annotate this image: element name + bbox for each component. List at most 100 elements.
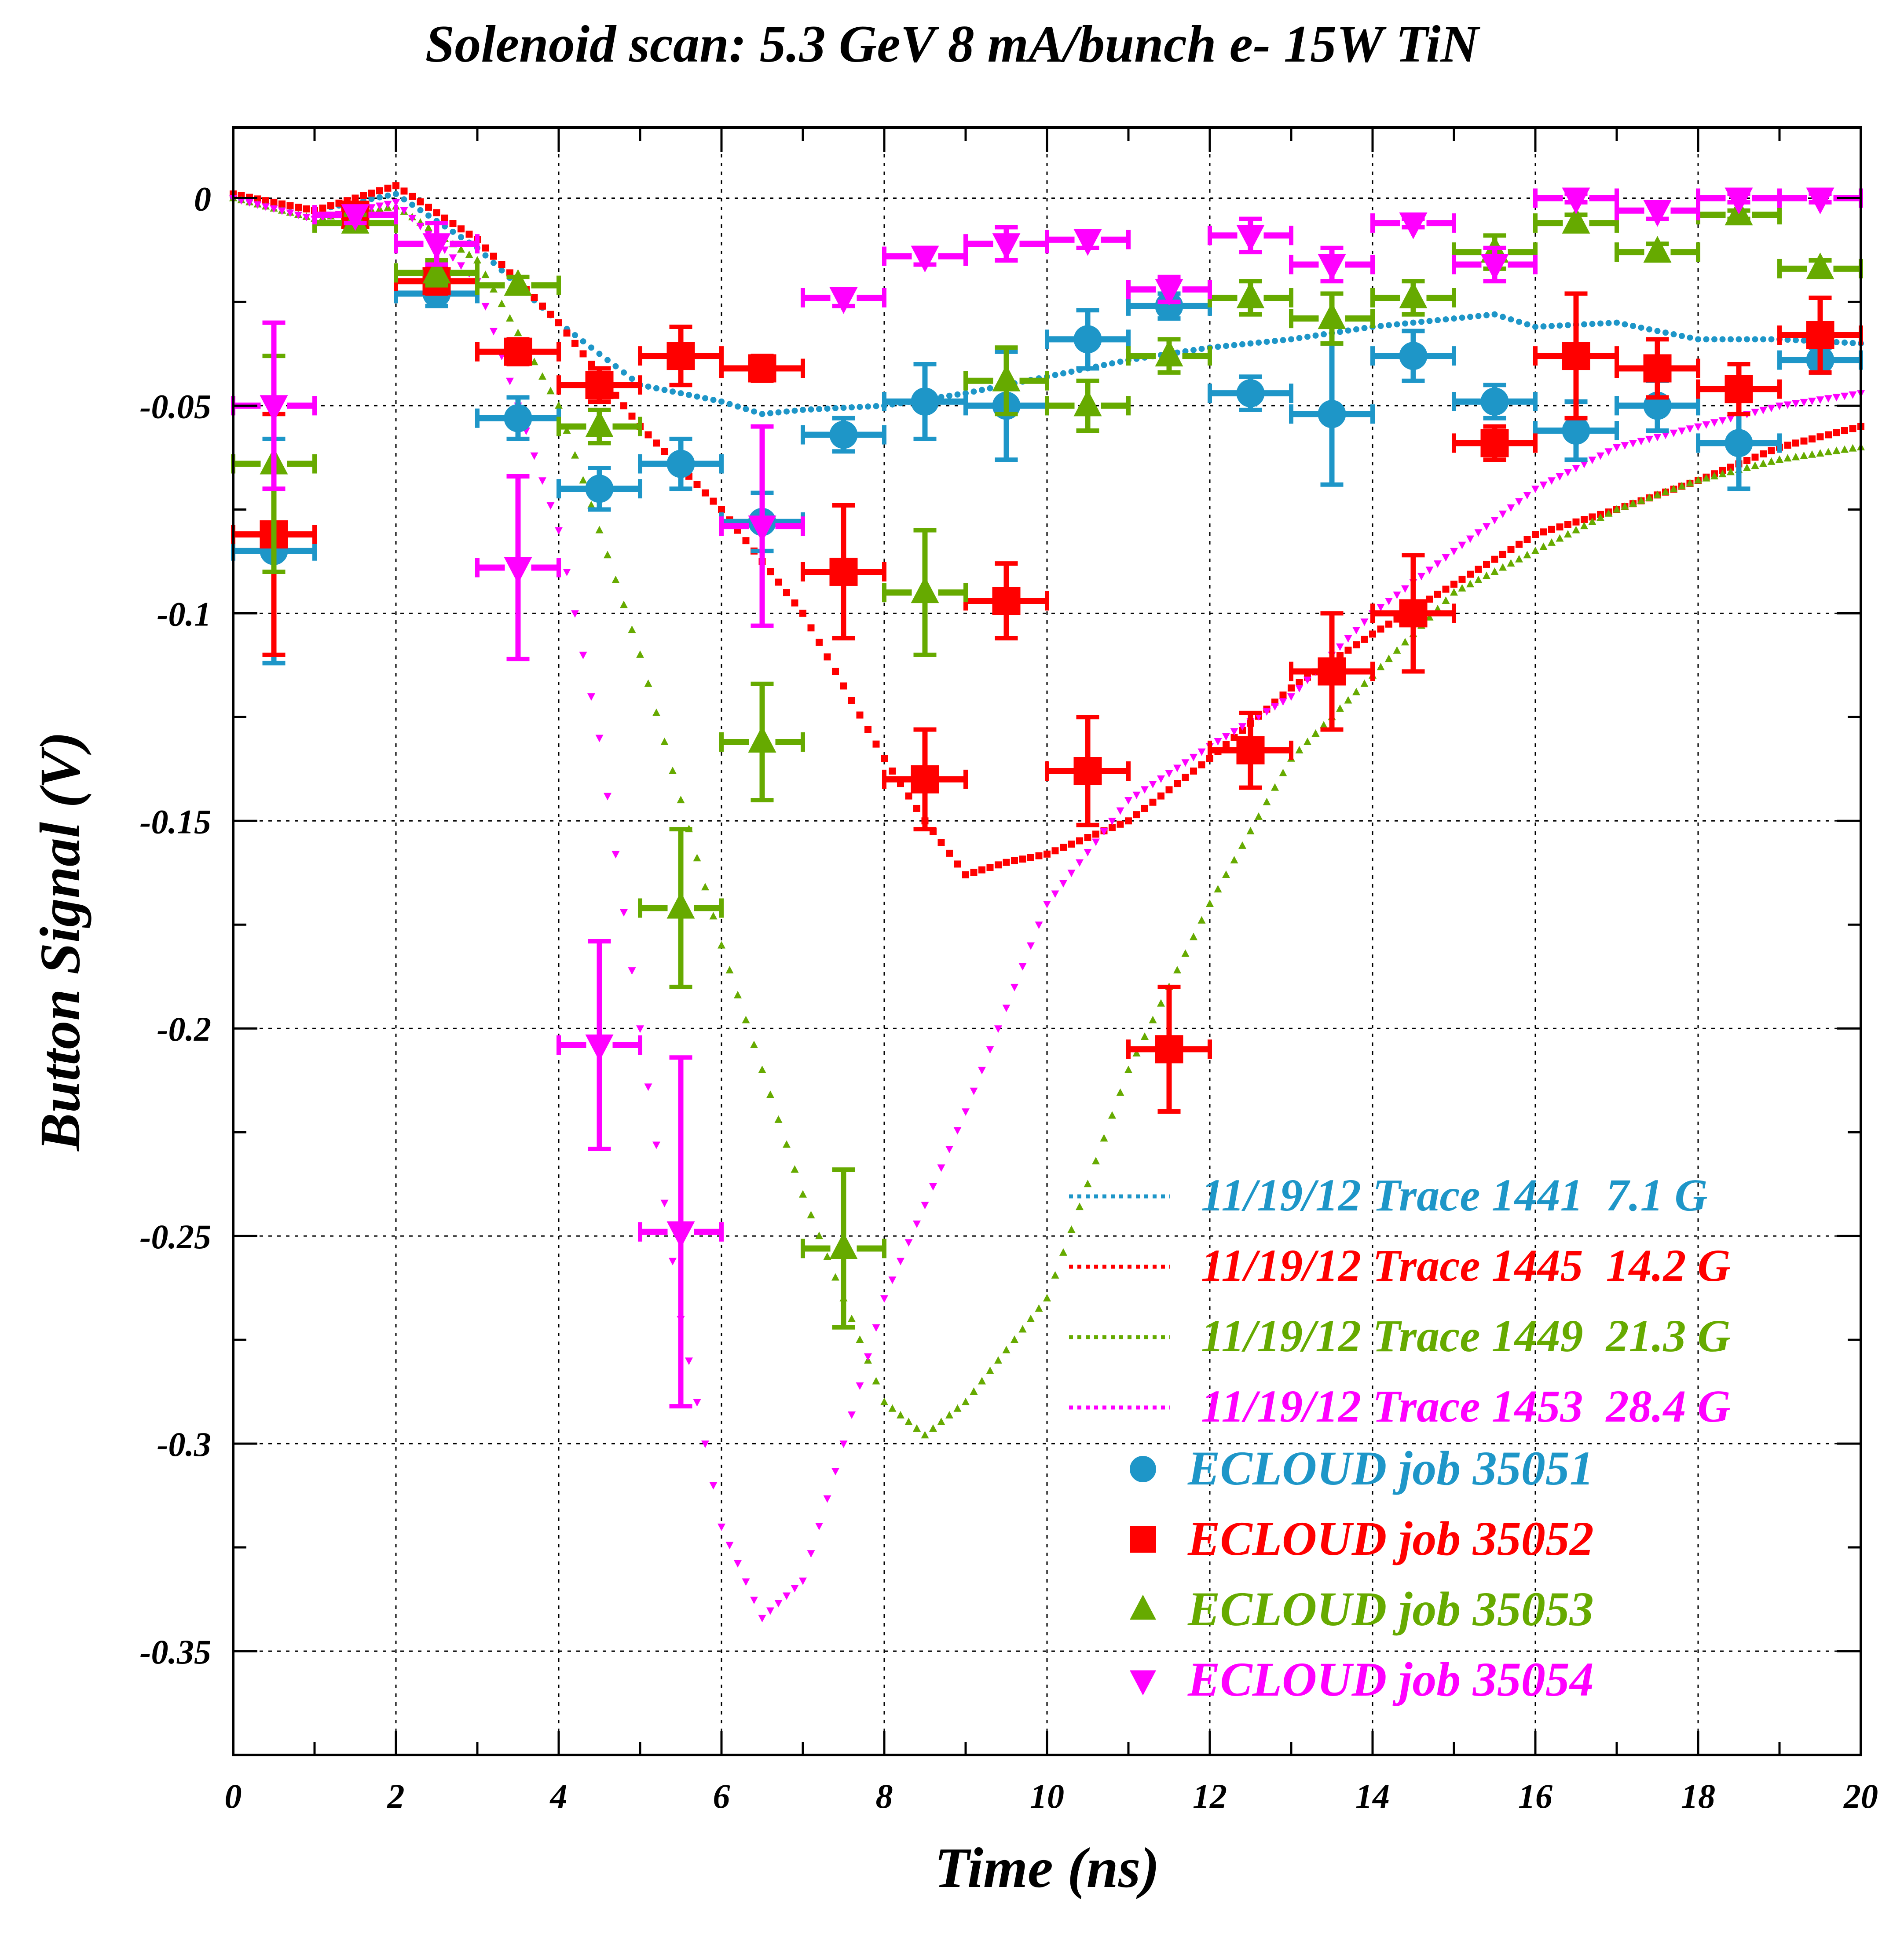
trace-point [579, 651, 587, 659]
data-point [1073, 389, 1102, 417]
trace-point [791, 1165, 799, 1173]
trace-point [1321, 331, 1327, 338]
data-point [1318, 657, 1346, 686]
trace-point [1605, 320, 1612, 326]
trace-point [604, 793, 611, 801]
trace-point [1491, 311, 1498, 318]
trace-point [1157, 792, 1164, 800]
trace-point [1157, 999, 1165, 1007]
trace-point [1702, 474, 1710, 482]
trace-point [1451, 315, 1457, 322]
trace-point [1052, 372, 1058, 378]
trace-point [1507, 504, 1515, 512]
trace-point [1230, 855, 1238, 863]
series-group [231, 279, 1863, 665]
y-tick-label: 0 [194, 179, 211, 218]
trace-point [1637, 496, 1645, 504]
trace-point [758, 1615, 766, 1623]
trace-point [1596, 513, 1604, 521]
trace-point [1084, 834, 1091, 841]
data-point [1155, 1035, 1183, 1064]
trace-point [742, 1016, 750, 1024]
trace-point [783, 1140, 791, 1148]
series-group [231, 198, 1863, 1330]
trace-point [839, 1440, 848, 1448]
trace-point [701, 883, 709, 891]
trace-point [1068, 369, 1075, 375]
trace-point [449, 220, 457, 227]
data-point [1562, 417, 1590, 445]
trace-point [547, 311, 554, 318]
trace-point [1588, 457, 1596, 464]
legend-marker [1130, 1456, 1156, 1482]
data-point [585, 475, 614, 503]
trace-point [1117, 358, 1124, 365]
trace-point [1345, 327, 1351, 334]
trace-point [1043, 901, 1051, 909]
trace-point [742, 1578, 750, 1586]
trace-point [530, 452, 538, 460]
data-point [1155, 279, 1183, 306]
trace-point [538, 477, 546, 485]
trace-point [270, 198, 278, 206]
trace-point [1181, 759, 1190, 767]
trace-point [1588, 517, 1596, 525]
trace-point [1426, 318, 1433, 324]
legend-label: 11/19/12 Trace 1449 21.3 G [1201, 1311, 1731, 1361]
trace-point [604, 551, 611, 559]
trace-point [1141, 804, 1148, 812]
trace-point [295, 204, 302, 211]
trace-point [245, 199, 253, 207]
trace-point [856, 1335, 864, 1343]
trace-point [725, 1542, 734, 1550]
data-point [1725, 375, 1753, 403]
y-tick-label: -0.25 [140, 1217, 211, 1256]
trace-point [1776, 455, 1783, 463]
trace-point [1752, 336, 1758, 343]
trace-point [1223, 343, 1229, 349]
trace-point [1401, 638, 1409, 646]
y-tick-label: -0.3 [157, 1425, 211, 1463]
trace-point [686, 391, 692, 398]
trace-point [473, 256, 481, 264]
trace-point [481, 303, 490, 311]
trace-point [1523, 536, 1531, 543]
trace-point [872, 1324, 880, 1332]
trace-point [1467, 570, 1474, 578]
trace-point [1793, 337, 1799, 344]
trace-point [425, 204, 432, 211]
trace-point [1377, 625, 1384, 633]
trace-point [758, 1065, 766, 1073]
trace-point [1337, 329, 1343, 335]
trace-point [986, 863, 994, 871]
trace-point [970, 869, 978, 876]
trace-point [823, 1495, 831, 1503]
trace-point [1832, 446, 1841, 454]
trace-point [1662, 329, 1669, 336]
trace-point [491, 260, 497, 266]
trace-point [1394, 321, 1400, 328]
trace-point [1833, 339, 1840, 345]
trace-point [1108, 818, 1116, 826]
trace-point [1344, 635, 1352, 643]
trace-point [572, 332, 578, 338]
trace-point [889, 768, 896, 775]
trace-point [1719, 336, 1726, 343]
trace-point [1124, 1065, 1132, 1073]
trace-point [1694, 423, 1702, 431]
trace-point [815, 1232, 823, 1239]
x-axis-label: Time (ns) [934, 1836, 1160, 1900]
trace-point [1246, 826, 1255, 834]
legend: 11/19/12 Trace 1441 7.1 G 11/19/12 Trace … [1069, 1170, 1731, 1706]
trace-point [1263, 708, 1271, 716]
trace-point [1011, 983, 1018, 991]
trace-point [660, 737, 669, 745]
trace-point [481, 271, 490, 278]
trace-point [1499, 563, 1507, 571]
trace-point [377, 194, 383, 201]
trace-point [262, 197, 269, 205]
trace-point [791, 407, 798, 414]
trace-point [1801, 337, 1807, 344]
trace-point [1393, 591, 1401, 599]
trace-point [1467, 314, 1473, 320]
